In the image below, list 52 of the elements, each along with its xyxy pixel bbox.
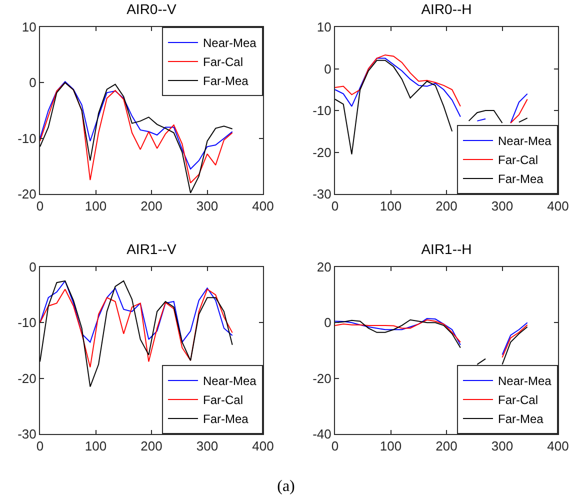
x-tick-label: 400	[252, 438, 274, 454]
x-tick-label: 100	[380, 438, 402, 454]
x-tick-label: 100	[380, 198, 402, 214]
legend-label: Far-Cal	[498, 393, 538, 408]
x-tick-label: 200	[436, 438, 458, 454]
legend-label: Near-Mea	[498, 134, 552, 148]
x-tick-label: 200	[140, 438, 162, 454]
x-tick-label: 100	[84, 438, 107, 454]
y-tick-label: 10	[316, 20, 332, 35]
x-tick-label: 400	[547, 438, 569, 454]
line-series	[40, 288, 233, 368]
text: (a)	[276, 478, 296, 496]
x-tick-label: 100	[84, 198, 107, 214]
chart-title: AIR1--V	[126, 240, 178, 257]
legend-label: Near-Mea	[203, 374, 257, 388]
x-tick-label: 200	[436, 198, 458, 214]
x-tick-label: 300	[491, 198, 514, 214]
y-tick-label: -20	[312, 370, 332, 386]
chart-title: AIR0--H	[421, 0, 472, 17]
chart-title: AIR1--H	[421, 240, 472, 257]
y-tick-label: -20	[312, 144, 332, 160]
y-tick-label: -20	[18, 186, 36, 202]
x-tick-label: 300	[491, 438, 514, 454]
y-tick-label: -30	[18, 426, 36, 442]
legend-label: Far-Mea	[203, 412, 249, 426]
x-tick-label: 300	[196, 438, 218, 454]
x-tick-label: 300	[196, 198, 218, 214]
legend-label: Far-Cal	[203, 55, 244, 70]
legend-label: Far-Mea	[203, 74, 249, 88]
y-tick-label: 0	[324, 61, 332, 76]
x-tick-label: 400	[547, 198, 569, 214]
y-tick-label: 0	[324, 315, 332, 330]
x-tick-label: 200	[140, 198, 162, 214]
y-tick-label: 0	[29, 75, 36, 90]
y-tick-label: -10	[18, 130, 36, 146]
legend-label: Near-Mea	[498, 374, 552, 388]
legend-label: Far-Cal	[203, 393, 244, 408]
y-tick-label: -40	[312, 426, 332, 442]
y-tick-label: 0	[29, 260, 36, 275]
y-tick-label: -10	[18, 315, 36, 330]
y-tick-label: 10	[22, 20, 36, 35]
legend-label: Far-Cal	[498, 153, 538, 168]
legend-label: Near-Mea	[203, 36, 257, 50]
legend-label: Far-Mea	[498, 172, 544, 186]
y-tick-label: -20	[18, 370, 36, 386]
y-tick-label: 20	[316, 260, 332, 275]
y-tick-label: -30	[312, 186, 332, 202]
y-tick-label: -10	[312, 103, 332, 118]
x-tick-label: 400	[252, 198, 274, 214]
legend-label: Far-Mea	[498, 412, 544, 426]
line-series	[40, 280, 233, 343]
chart-title: AIR0--V	[126, 0, 178, 17]
